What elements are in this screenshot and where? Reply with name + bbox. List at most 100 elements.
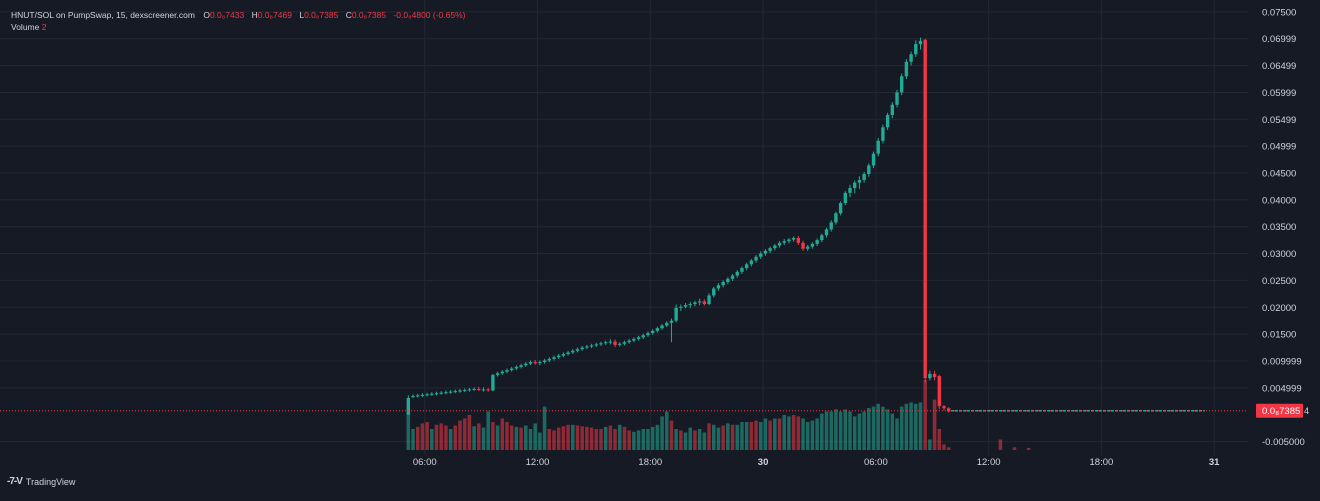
volume-bar — [801, 418, 805, 450]
volume-bar — [1026, 447, 1031, 450]
candle-body — [571, 350, 575, 353]
candle-body — [495, 373, 500, 375]
candle-body — [787, 239, 791, 242]
volume-bar — [890, 413, 895, 450]
candle-body — [575, 349, 580, 351]
volume-bar — [453, 425, 458, 450]
y-tick-label: 0.009999 — [1262, 356, 1302, 367]
last-price-line: 0.0₈7385 4 — [0, 403, 1309, 418]
tradingview-logo-icon[interactable]: ‑7‑V — [7, 476, 23, 487]
volume-bar — [674, 429, 678, 450]
volume-bar — [448, 429, 453, 450]
candle-body — [613, 341, 617, 345]
volume-bar — [876, 403, 880, 450]
candle-body — [824, 229, 829, 236]
volume-bar — [824, 411, 829, 450]
volume-bar — [852, 416, 857, 450]
volume-bar — [1012, 447, 1017, 450]
candle-body — [434, 393, 439, 395]
y-tick-label: 0.07500 — [1262, 7, 1296, 18]
candle-body — [759, 253, 763, 257]
candle-body — [477, 388, 481, 390]
close-value: 0.0₈7385 — [351, 10, 387, 20]
candle-body — [909, 54, 913, 62]
candle-body — [580, 347, 584, 350]
candle-body — [730, 275, 735, 279]
open-label: O — [203, 10, 210, 20]
x-tick-label: 06:00 — [864, 457, 888, 468]
candle-body — [928, 373, 932, 379]
x-tick-label: 31 — [1209, 457, 1220, 468]
candle-body — [510, 368, 514, 371]
candle-body — [585, 346, 589, 348]
candle-body — [834, 213, 838, 223]
candle-body — [622, 342, 627, 344]
candle-body — [773, 245, 777, 249]
low-value: 0.0₈7385 — [304, 10, 339, 20]
candle-body — [627, 340, 631, 343]
volume-bar — [481, 427, 486, 450]
volume-bar — [796, 416, 801, 450]
volume-value: 2 — [41, 22, 47, 32]
volume-bar — [406, 411, 411, 450]
candle-body — [829, 222, 833, 230]
volume-bar — [430, 429, 434, 450]
candle-body — [697, 301, 702, 303]
candle-body — [519, 365, 523, 367]
x-tick-label: 30 — [758, 457, 769, 468]
volume-bar — [998, 439, 1003, 450]
volume-bar — [655, 424, 660, 450]
candle-body — [660, 325, 664, 329]
volume-bar — [914, 403, 918, 450]
volume-bar — [820, 413, 824, 450]
candle-body — [674, 307, 678, 321]
volume-bar — [486, 411, 490, 450]
y-tick-label: 0.02500 — [1262, 276, 1296, 287]
candle-body — [815, 240, 819, 244]
volume-label[interactable]: Volume — [11, 22, 40, 32]
candle-body — [918, 40, 923, 45]
candle-body — [481, 389, 486, 391]
tradingview-brand[interactable]: TradingView — [25, 476, 76, 487]
candle-body — [890, 104, 894, 115]
volume-bar — [594, 429, 599, 450]
candle-body — [636, 337, 641, 339]
candle-body — [806, 246, 810, 249]
candle-body — [603, 342, 608, 344]
volume-bar — [726, 423, 730, 450]
volume-bar — [547, 429, 552, 450]
candle-body — [810, 243, 815, 247]
volume-bar — [693, 430, 697, 450]
candle-body — [420, 394, 425, 396]
volume-bar — [721, 425, 725, 450]
volume-bar — [871, 406, 876, 450]
volume-bar — [744, 422, 749, 450]
volume-bar — [791, 415, 796, 450]
x-tick-label: 18:00 — [1090, 457, 1114, 468]
candle-body — [721, 282, 725, 286]
y-tick-label: 0.04500 — [1262, 168, 1296, 179]
candle-body — [533, 362, 537, 364]
candle-body — [871, 153, 876, 166]
candle-body — [641, 335, 645, 338]
volume-bar — [848, 411, 852, 450]
high-label: H — [251, 10, 258, 20]
candle-body — [867, 165, 871, 175]
volume-bar — [688, 427, 693, 450]
volume-bar — [777, 418, 782, 450]
volume-bar — [472, 426, 476, 450]
volume-bar — [411, 429, 415, 450]
volume-bar — [664, 411, 669, 450]
volume-bar — [561, 426, 566, 450]
y-tick-label: 0.06999 — [1262, 34, 1296, 45]
volume-bar — [942, 444, 946, 450]
volume-bar — [467, 415, 472, 450]
y-tick-label: 0.02000 — [1262, 303, 1296, 314]
volume-bar — [420, 423, 425, 450]
candle-body — [688, 304, 692, 306]
symbol-title[interactable]: HNUT/SOL on PumpSwap, 15, dexscreener.co… — [11, 10, 195, 20]
candle-body — [430, 393, 434, 395]
volume-bar — [538, 432, 542, 450]
